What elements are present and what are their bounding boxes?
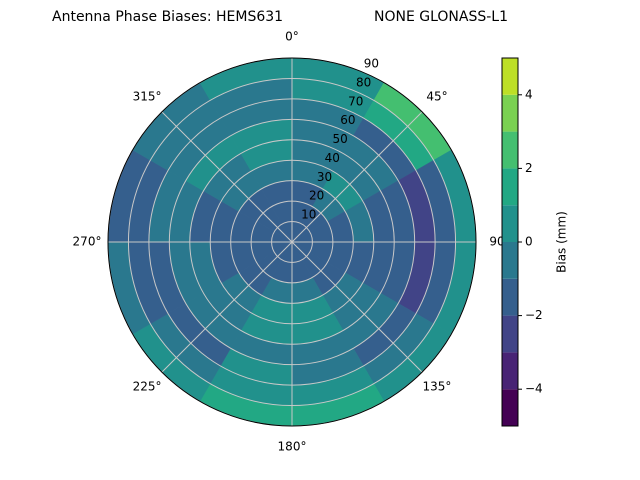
colorbar-tick-label: 2 (525, 161, 533, 175)
r-tick-label: 40 (325, 151, 340, 165)
colorbar-band (502, 315, 518, 353)
colorbar-band (502, 205, 518, 242)
colorbar-band (502, 168, 518, 206)
theta-tick-label: 270° (73, 235, 102, 249)
colorbar-band (502, 131, 518, 169)
chart-title: Antenna Phase Biases: HEMS631 (52, 9, 283, 25)
grid-spoke (291, 241, 423, 373)
r-tick-label: 20 (309, 189, 324, 203)
chart-subtitle: NONE GLONASS-L1 (374, 9, 508, 25)
colorbar-band (502, 278, 518, 316)
r-tick-label: 80 (356, 75, 371, 89)
r-tick-label: 90 (364, 57, 379, 71)
theta-tick-label: 90 (489, 235, 504, 249)
r-tick-label: 60 (340, 113, 355, 127)
colorbar-tick-label: −4 (525, 382, 543, 396)
colorbar-band (502, 58, 518, 95)
r-tick-label: 50 (332, 132, 347, 146)
colorbar-band (502, 94, 518, 132)
theta-tick-label: 0° (285, 30, 299, 44)
theta-tick-label: 225° (133, 379, 162, 393)
colorbar-band (502, 389, 518, 426)
theta-tick-label: 135° (423, 379, 452, 393)
colorbar-band (502, 352, 518, 390)
r-tick-label: 10 (301, 208, 316, 222)
polar-frame (107, 57, 477, 427)
colorbar-tick-label: 4 (525, 87, 533, 101)
theta-tick-label: 180° (278, 440, 307, 454)
colorbar-tick-label: −2 (525, 308, 543, 322)
grid-spoke (161, 241, 293, 373)
colorbar-tick-label: 0 (525, 235, 533, 249)
grid-spoke (161, 111, 293, 243)
colorbar-label: Bias (mm) (555, 211, 569, 273)
theta-tick-label: 45° (426, 90, 447, 104)
r-tick-label: 70 (348, 94, 363, 108)
theta-tick-label: 315° (133, 90, 162, 104)
colorbar-band (502, 242, 518, 279)
r-tick-label: 30 (317, 170, 332, 184)
grid-spoke (291, 111, 423, 243)
